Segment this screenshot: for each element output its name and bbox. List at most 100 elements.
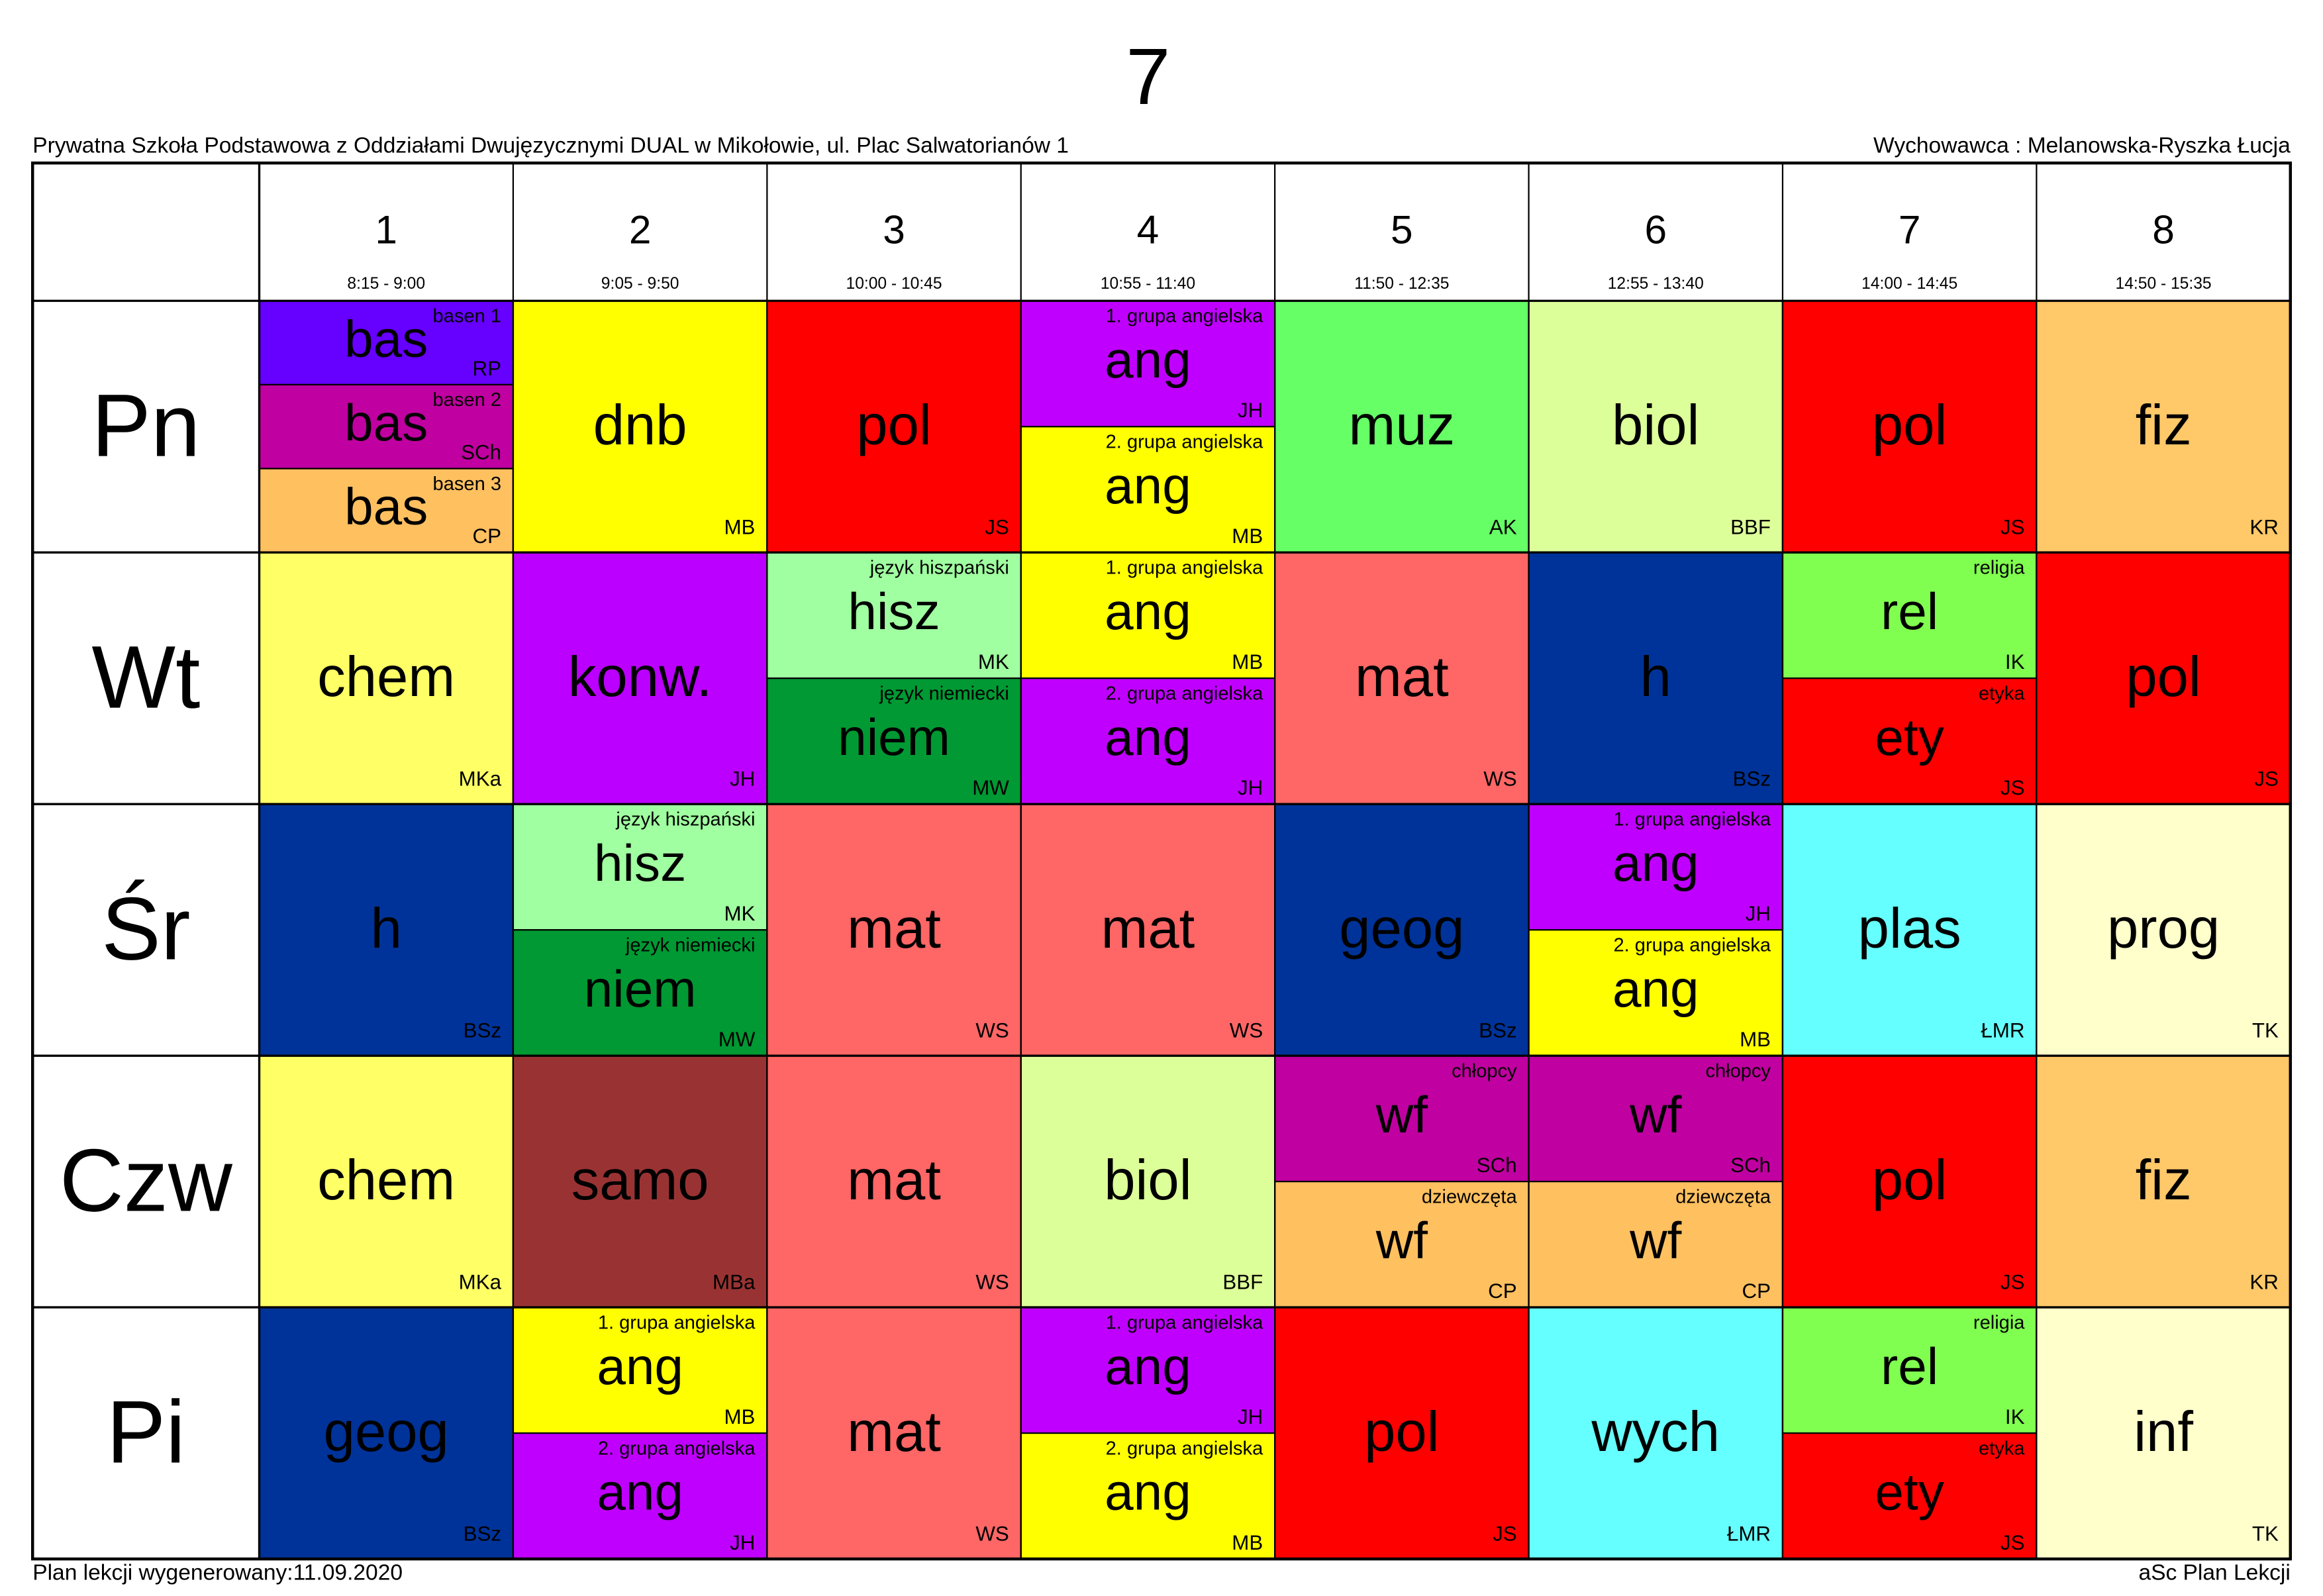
- lesson-teacher: MB: [724, 1405, 755, 1428]
- lesson-teacher: WS: [1483, 768, 1516, 791]
- lesson-group: basen 3: [433, 474, 501, 495]
- lesson-teacher: JH: [1238, 1405, 1263, 1428]
- day-header: [32, 1307, 260, 1560]
- lesson-subject: wf: [1629, 1085, 1682, 1144]
- lesson-group: basen 1: [433, 306, 501, 327]
- lesson-group: religia: [1973, 1312, 2025, 1333]
- lesson-cell: [1528, 552, 1784, 805]
- lesson-subject: geog: [324, 1401, 449, 1464]
- lesson-subject: wf: [1375, 1211, 1428, 1270]
- lesson-subject: samo: [571, 1149, 709, 1212]
- lesson-cell: [512, 803, 768, 931]
- lesson-cell: [1020, 803, 1276, 1057]
- lesson-teacher: BSz: [1479, 1019, 1516, 1042]
- lesson-subject: plas: [1858, 897, 1961, 960]
- lesson-group: etyka: [1979, 683, 2025, 704]
- lesson-teacher: MK: [978, 650, 1009, 673]
- lesson-teacher: BSz: [464, 1019, 501, 1042]
- lesson-subject: h: [1640, 646, 1671, 709]
- title: 7: [1126, 32, 1170, 121]
- lesson-cell: [766, 1055, 1022, 1309]
- lesson-subject: bas: [344, 309, 428, 368]
- lesson-teacher: SCh: [1477, 1154, 1517, 1177]
- lesson-teacher: MKa: [459, 1271, 502, 1294]
- lesson-subject: bas: [344, 477, 428, 536]
- lesson-teacher: IK: [2005, 1405, 2025, 1428]
- period-header: [1275, 163, 1529, 301]
- lesson-subject: rel: [1881, 1337, 1938, 1395]
- table-border: [30, 161, 2293, 1561]
- lesson-cell: [258, 552, 515, 805]
- lesson-cell: [1274, 552, 1530, 805]
- lesson-subject: hisz: [848, 582, 940, 640]
- lesson-group: 1. grupa angielska: [1613, 809, 1771, 830]
- lesson-subject: pol: [2126, 646, 2200, 709]
- lesson-cell: [1020, 1055, 1276, 1309]
- lesson-teacher: RP: [473, 357, 501, 380]
- lesson-subject: pol: [1872, 1149, 1947, 1212]
- day-label: Czw: [60, 1131, 233, 1230]
- lesson-subject: muz: [1349, 394, 1456, 457]
- lesson-subject: ang: [1105, 1337, 1191, 1395]
- lesson-subject: wf: [1629, 1211, 1682, 1270]
- lesson-cell: [1020, 552, 1276, 679]
- period-time: 14:50 - 15:35: [2116, 275, 2212, 293]
- lesson-teacher: MB: [724, 516, 755, 539]
- lesson-teacher: MB: [1232, 1531, 1263, 1554]
- lesson-group: 1. grupa angielska: [1106, 306, 1263, 327]
- lesson-cell: [1020, 1306, 1276, 1434]
- period-time: 10:55 - 11:40: [1101, 275, 1195, 293]
- period-header: [1020, 163, 1275, 301]
- period-number: 1: [375, 207, 397, 252]
- lesson-teacher: JH: [1746, 902, 1771, 925]
- lesson-group: etyka: [1979, 1438, 2025, 1459]
- lesson-cell: [258, 1055, 515, 1309]
- lesson-cell: [258, 803, 515, 1057]
- lesson-cell: [1274, 803, 1530, 1057]
- lesson-group: 1. grupa angielska: [1106, 1312, 1263, 1333]
- day-label: Pn: [91, 376, 200, 475]
- lesson-teacher: MKa: [459, 768, 502, 791]
- period-time: 9:05 - 9:50: [601, 275, 679, 293]
- lesson-subject: dnb: [593, 394, 687, 457]
- lesson-group: basen 2: [433, 389, 501, 411]
- lesson-group: język niemiecki: [879, 683, 1009, 704]
- lesson-cell: [2036, 1306, 2291, 1560]
- lesson-teacher: JS: [1493, 1522, 1517, 1546]
- lesson-group: dziewczęta: [1422, 1186, 1518, 1207]
- period-time: 10:00 - 10:45: [846, 275, 942, 293]
- lesson-teacher: KR: [2249, 516, 2278, 539]
- lesson-group: 2. grupa angielska: [1106, 683, 1263, 704]
- lesson-cell: [512, 552, 768, 805]
- lesson-subject: mat: [847, 1401, 941, 1464]
- period-header: [767, 163, 1021, 301]
- period-number: 4: [1137, 207, 1160, 252]
- lesson-subject: konw.: [568, 646, 712, 709]
- lesson-subject: wf: [1375, 1085, 1428, 1144]
- lesson-teacher: MBa: [713, 1271, 756, 1294]
- lesson-subject: chem: [317, 646, 455, 709]
- lesson-teacher: CP: [1488, 1279, 1516, 1303]
- lesson-teacher: AK: [1489, 516, 1517, 539]
- lesson-subject: ety: [1875, 1463, 1944, 1521]
- lesson-teacher: JS: [2001, 1271, 2025, 1294]
- lesson-group: język hiszpański: [615, 809, 755, 830]
- lesson-subject: mat: [1355, 646, 1449, 709]
- period-header: [2036, 163, 2291, 301]
- lesson-subject: wych: [1591, 1401, 1720, 1464]
- day-label: Pi: [107, 1382, 185, 1481]
- period-header: [1528, 163, 1783, 301]
- lesson-subject: ang: [1105, 330, 1191, 389]
- lesson-subject: pol: [856, 394, 931, 457]
- lesson-group: 2. grupa angielska: [598, 1438, 756, 1459]
- period-number: 7: [1899, 207, 1921, 252]
- grid: 1 8:15 - 9:00 2 9:05 - 9:50 3 10:00 - 10:45 4 1…: [30, 161, 2293, 1561]
- lesson-teacher: BBF: [1222, 1271, 1263, 1294]
- day-header: [32, 552, 260, 805]
- lesson-group: język niemiecki: [625, 934, 756, 956]
- lesson-subject: ang: [1612, 834, 1699, 892]
- lesson-teacher: JS: [2254, 768, 2279, 791]
- generated-date: Plan lekcji wygenerowany:11.09.2020: [32, 1560, 403, 1585]
- day-label: Wt: [91, 628, 200, 727]
